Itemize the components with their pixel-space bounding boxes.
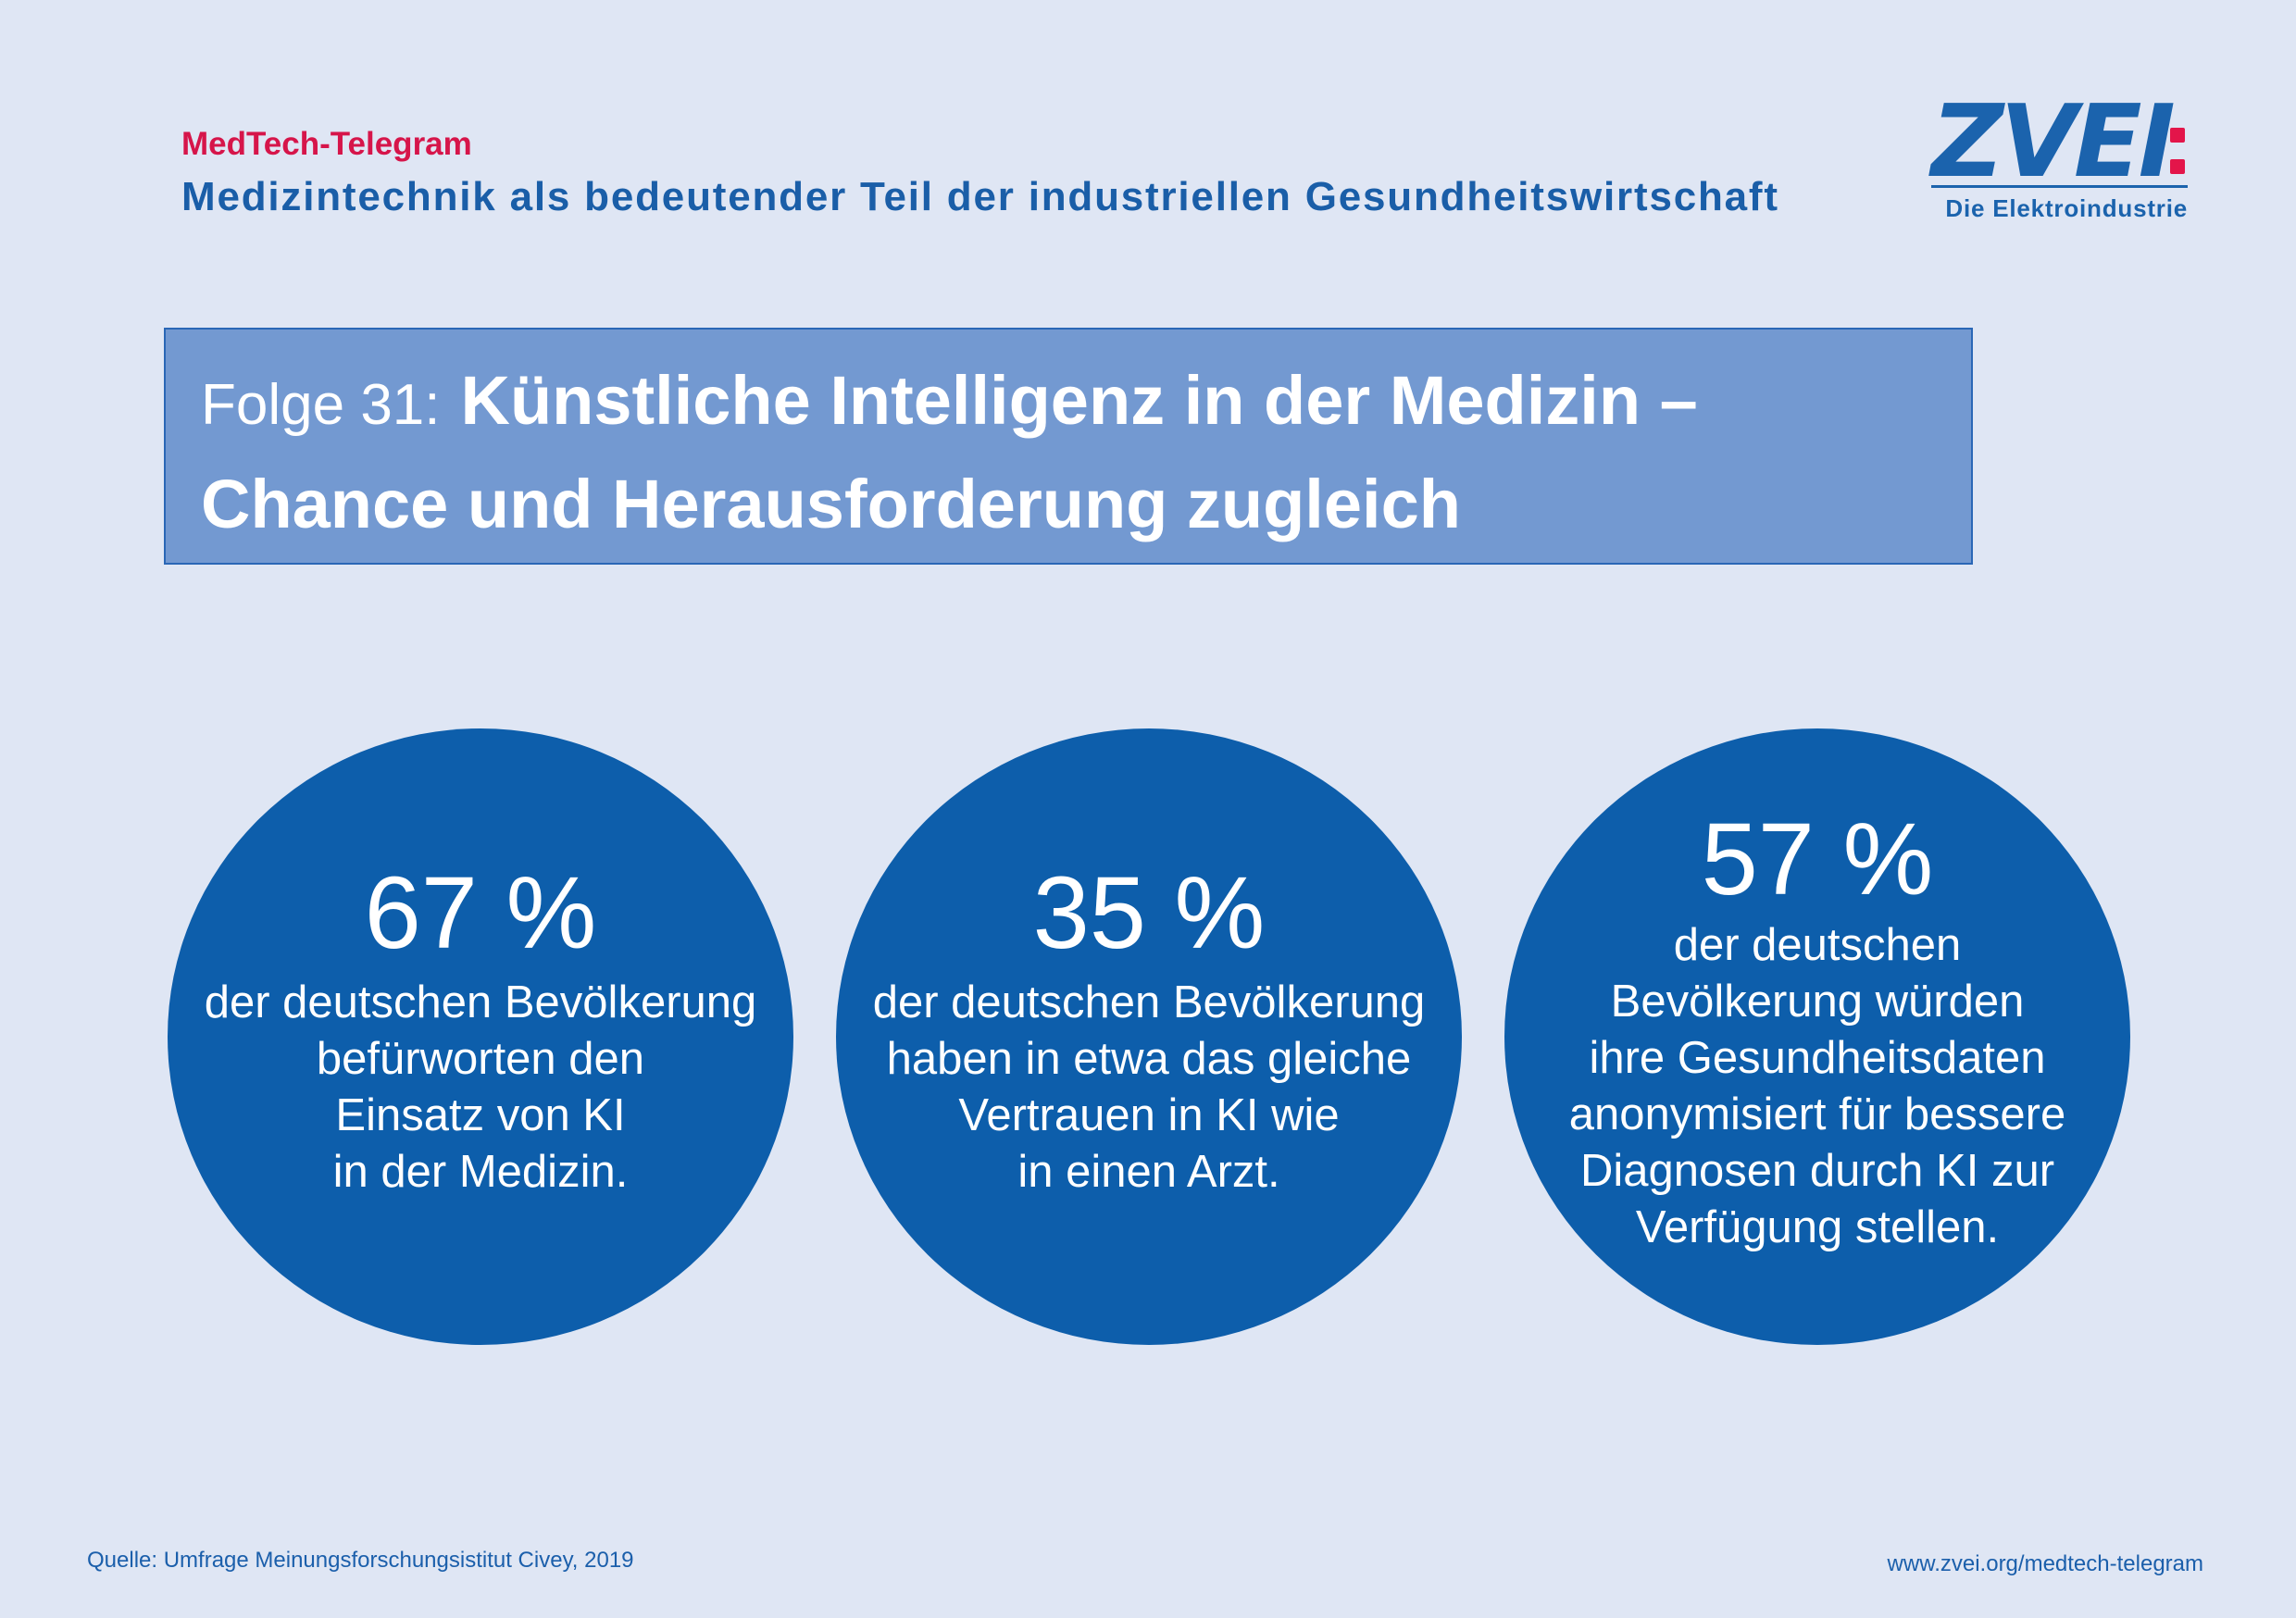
stat-line: befürworten den — [316, 1034, 645, 1084]
stat-line: der deutschen — [1673, 920, 1962, 970]
logo-wordmark: ZVEI — [1931, 84, 2176, 200]
stat-value: 57 % — [1701, 803, 1934, 916]
stat-line: Einsatz von KI — [335, 1090, 626, 1140]
logo-colon-dot-bottom — [2170, 159, 2185, 174]
logo-colon-dot-top — [2170, 128, 2185, 143]
stat-line: Bevölkerung würden — [1610, 977, 2025, 1027]
stat-line: der deutschen Bevölkerung — [204, 977, 757, 1027]
zvei-logo: ZVEI Die Elektroindustrie — [1931, 93, 2190, 231]
headline-box: Folge 31: Künstliche Intelligenz in der M… — [164, 328, 1973, 565]
stat-line: der deutschen Bevölkerung — [872, 977, 1426, 1027]
stat-value: 67 % — [364, 856, 597, 970]
kicker-label: MedTech-Telegram — [181, 126, 472, 162]
stat-description: der deutschen Bevölkerung haben in etwa … — [836, 975, 1462, 1201]
page-subtitle: Medizintechnik als bedeutender Teil der … — [181, 174, 1779, 219]
headline-title-1: Künstliche Intelligenz in der Medizin – — [460, 362, 1698, 439]
headline-line-1: Folge 31: Künstliche Intelligenz in der M… — [201, 361, 1698, 440]
stat-line: in der Medizin. — [332, 1147, 629, 1197]
stat-value: 35 % — [1032, 856, 1266, 970]
website-link[interactable]: www.zvei.org/medtech-telegram — [1887, 1551, 2203, 1576]
source-note: Quelle: Umfrage Meinungsforschungsistitu… — [87, 1548, 634, 1573]
stat-line: anonymisiert für bessere — [1568, 1089, 2066, 1139]
logo-divider — [1931, 185, 2188, 188]
episode-label: Folge 31: — [201, 373, 441, 437]
stat-line: in einen Arzt. — [1017, 1147, 1280, 1197]
stat-line: Vertrauen in KI wie — [958, 1090, 1340, 1140]
stat-line: ihre Gesundheitsdaten — [1589, 1033, 2046, 1083]
stat-circle-2: 35 % der deutschen Bevölkerung haben in … — [836, 728, 1462, 1345]
headline-title-2: Chance und Herausforderung zugleich — [201, 466, 1461, 542]
stat-line: Verfügung stellen. — [1635, 1202, 2000, 1252]
logo-tagline: Die Elektroindustrie — [1945, 194, 2188, 222]
stat-circle-1: 67 % der deutschen Bevölkerung befürwort… — [168, 728, 793, 1345]
stat-circle-3: 57 % der deutschen Bevölkerung würden ih… — [1504, 728, 2130, 1345]
stat-description: der deutschen Bevölkerung würden ihre Ge… — [1504, 917, 2130, 1256]
stat-description: der deutschen Bevölkerung befürworten de… — [168, 975, 793, 1201]
stat-line: haben in etwa das gleiche — [886, 1034, 1412, 1084]
stat-line: Diagnosen durch KI zur — [1579, 1146, 2055, 1196]
